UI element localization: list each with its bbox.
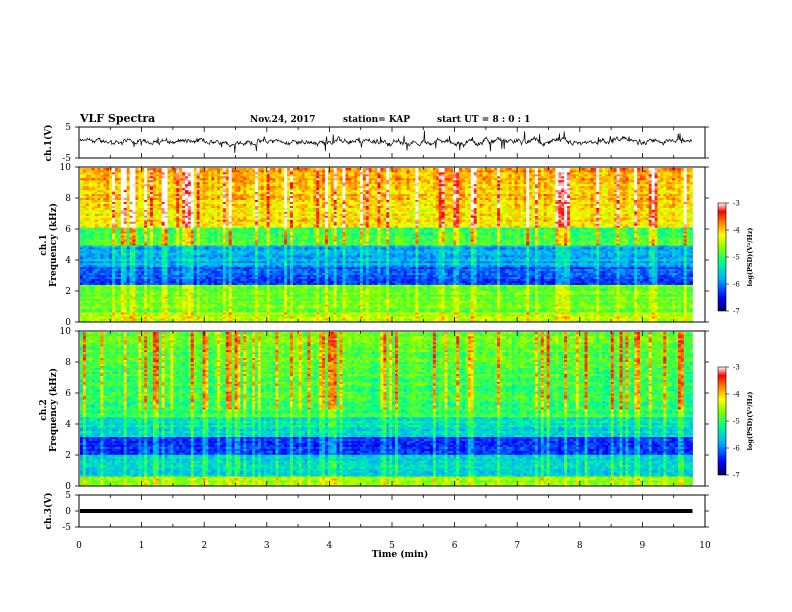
figure-title: VLF Spectra [79,112,155,125]
date-label: Nov.24, 2017 [250,115,316,125]
start-time-label: start UT = 8 : 0 : 1 [437,115,530,125]
ch1-waveform-line [80,131,692,153]
ch1-spectrogram-cells [80,168,693,322]
station-label: station= KAP [343,115,410,125]
ch1-waveform-panel: 5-5 [62,123,709,164]
ch1-waveform-ytick-label: 5 [65,123,71,133]
